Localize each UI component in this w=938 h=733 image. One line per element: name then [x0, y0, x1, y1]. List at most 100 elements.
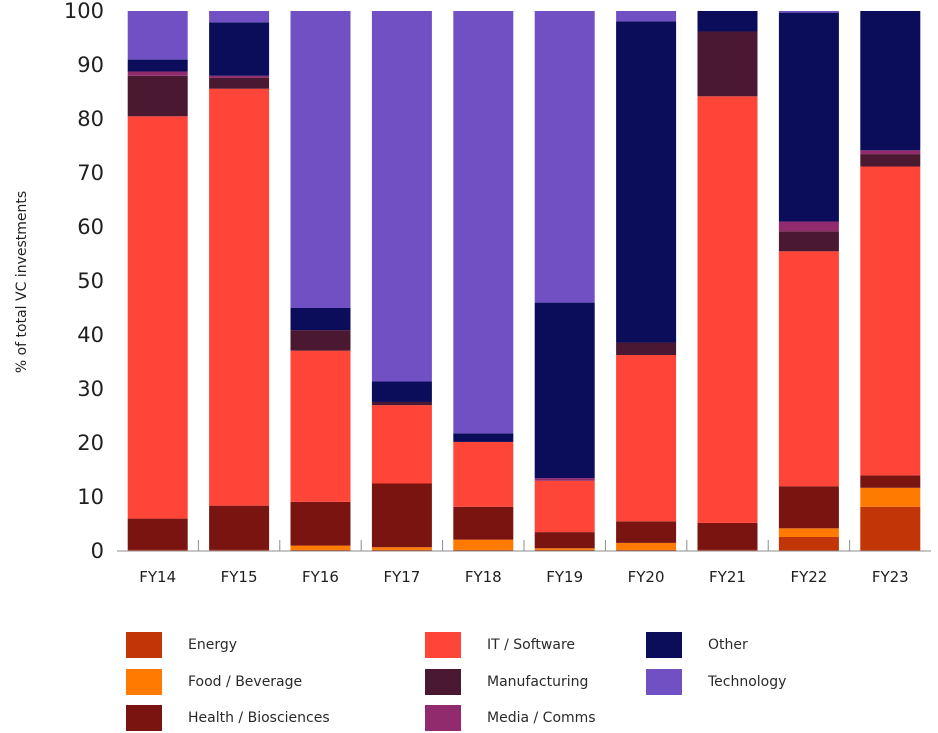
x-axis-labels: FY14 FY15 FY16 FY17 FY18 FY19 FY20 FY21 FY22 FY23	[139, 568, 908, 586]
legend-item-technology: Technology	[646, 669, 786, 695]
bar-fy20-health-biosciences	[616, 521, 677, 543]
bar-fy19-food-beverage	[534, 548, 595, 550]
bar-fy16-it-software	[290, 350, 351, 502]
bar-fy14-it-software	[127, 116, 188, 519]
bar-fy18-health-biosciences	[453, 506, 514, 540]
bar-fy21-health-biosciences	[697, 522, 758, 550]
legend-label-food-beverage: Food / Beverage	[188, 674, 303, 690]
bar-fy17-energy	[371, 549, 432, 551]
legend-label-it-software: IT / Software	[487, 637, 576, 653]
bar-fy19-technology	[534, 11, 595, 303]
bar-fy17-technology	[371, 11, 432, 382]
bar-fy16-technology	[290, 11, 351, 308]
y-tick-label-0: 0	[91, 539, 104, 563]
x-tick-label-fy23: FY23	[872, 568, 909, 586]
legend-item-energy: Energy	[126, 632, 237, 658]
bar-fy21-it-software	[697, 96, 758, 523]
legend-swatch-energy	[126, 632, 162, 658]
legend-item-health-biosciences: Health / Biosciences	[126, 705, 330, 731]
bar-fy22-manufacturing	[778, 231, 839, 252]
legend-swatch-manufacturing	[425, 669, 461, 695]
x-tick-label-fy22: FY22	[790, 568, 827, 586]
legend-item-it-software: IT / Software	[425, 632, 575, 658]
y-axis-ticks: 0 10 20 30 40 50 60 70 80 90 100	[64, 0, 104, 563]
bar-fy17-health-biosciences	[371, 483, 432, 548]
legend-label-other: Other	[708, 637, 748, 653]
bar-fy14-manufacturing	[127, 75, 188, 117]
bars-group	[127, 11, 921, 551]
bar-fy20-energy	[616, 549, 677, 551]
bar-fy23-other	[860, 11, 921, 151]
legend-label-health-biosciences: Health / Biosciences	[188, 710, 330, 726]
bar-fy20-manufacturing	[616, 342, 677, 355]
bar-fy23-energy	[860, 506, 921, 551]
bar-fy16-other	[290, 308, 351, 331]
bar-fy22-technology	[778, 11, 839, 13]
legend-item-manufacturing: Manufacturing	[425, 669, 588, 695]
y-tick-label-70: 70	[77, 161, 104, 185]
bar-fy22-health-biosciences	[778, 486, 839, 529]
y-tick-label-20: 20	[77, 431, 104, 455]
x-tick-label-fy19: FY19	[546, 568, 583, 586]
bar-fy22-other	[778, 12, 839, 222]
bar-fy19-health-biosciences	[534, 532, 595, 549]
legend-swatch-health-biosciences	[126, 705, 162, 731]
bar-fy16-food-beverage	[290, 545, 351, 550]
y-tick-label-30: 30	[77, 377, 104, 401]
bar-fy18-energy	[453, 549, 514, 551]
bar-fy17-other	[371, 381, 432, 402]
bar-fy15-health-biosciences	[209, 505, 270, 550]
y-tick-label-10: 10	[77, 485, 104, 509]
bar-fy15-manufacturing	[209, 77, 270, 89]
bar-fy22-energy	[778, 536, 839, 551]
bar-fy17-food-beverage	[371, 547, 432, 550]
x-tick-label-fy20: FY20	[628, 568, 665, 586]
x-tick-label-fy14: FY14	[139, 568, 176, 586]
bar-fy16-manufacturing	[290, 330, 351, 351]
bar-fy21-manufacturing	[697, 31, 758, 97]
bar-fy19-media-comms	[534, 478, 595, 481]
bar-fy20-technology	[616, 11, 677, 22]
bar-fy20-it-software	[616, 354, 677, 522]
bar-fy20-food-beverage	[616, 542, 677, 550]
legend-label-technology: Technology	[708, 674, 787, 690]
y-tick-label-80: 80	[77, 107, 104, 131]
legend-label-media-comms: Media / Comms	[487, 710, 596, 726]
legend-label-manufacturing: Manufacturing	[487, 674, 589, 690]
legend-swatch-other	[646, 632, 682, 658]
bar-fy15-media-comms	[209, 75, 270, 78]
x-tick-label-fy18: FY18	[465, 568, 502, 586]
bar-fy19-it-software	[534, 480, 595, 533]
bar-fy19-energy	[534, 549, 595, 551]
bar-fy17-it-software	[371, 405, 432, 484]
x-tick-label-fy16: FY16	[302, 568, 339, 586]
legend-swatch-media-comms	[425, 705, 461, 731]
legend: Energy IT / Software Other Food / Bevera…	[126, 632, 846, 732]
bar-fy23-media-comms	[860, 150, 921, 155]
bar-fy15-other	[209, 22, 270, 76]
bar-fy14-other	[127, 59, 188, 72]
x-tick-label-fy17: FY17	[383, 568, 420, 586]
bar-fy18-it-software	[453, 441, 514, 507]
x-tick-label-fy21: FY21	[709, 568, 746, 586]
bar-fy14-technology	[127, 11, 188, 60]
bar-fy18-technology	[453, 11, 514, 434]
bar-fy14-media-comms	[127, 71, 188, 76]
bar-fy23-food-beverage	[860, 487, 921, 507]
y-axis-title: % of total VC investments	[14, 191, 30, 373]
bar-fy23-it-software	[860, 166, 921, 476]
legend-item-media-comms: Media / Comms	[425, 705, 596, 731]
legend-label-energy: Energy	[188, 637, 238, 653]
legend-item-food-beverage: Food / Beverage	[126, 669, 302, 695]
bar-fy15-it-software	[209, 88, 270, 506]
legend-swatch-food-beverage	[126, 669, 162, 695]
bar-fy15-energy	[209, 549, 270, 551]
bar-fy14-health-biosciences	[127, 518, 188, 550]
bar-fy17-manufacturing	[371, 401, 432, 406]
bar-fy22-media-comms	[778, 221, 839, 232]
bar-fy18-other	[453, 433, 514, 442]
y-tick-label-60: 60	[77, 215, 104, 239]
legend-item-other: Other	[646, 632, 748, 658]
bar-fy22-it-software	[778, 251, 839, 487]
